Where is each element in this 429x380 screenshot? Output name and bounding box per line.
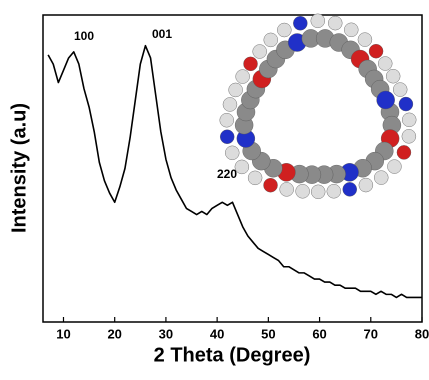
atom <box>387 160 401 174</box>
peak-label: 100 <box>74 29 94 43</box>
molecule-inset <box>220 14 417 199</box>
atom <box>402 113 416 127</box>
x-tick-label: 80 <box>415 326 429 341</box>
atom <box>223 97 237 111</box>
atom <box>277 23 291 37</box>
atom <box>248 171 262 185</box>
x-tick-label: 20 <box>107 326 121 341</box>
atom <box>397 145 411 159</box>
atom <box>225 146 239 160</box>
atom <box>220 130 234 144</box>
atom <box>220 113 234 127</box>
peak-label: 220 <box>217 167 237 181</box>
atom <box>359 178 373 192</box>
atom <box>253 45 267 59</box>
x-tick-label: 60 <box>312 326 326 341</box>
atom <box>393 83 407 97</box>
peak-label: 001 <box>152 27 172 41</box>
y-axis-title: Intensity (a.u) <box>8 103 30 233</box>
atom <box>311 14 325 28</box>
atom <box>264 33 278 47</box>
atom <box>402 129 416 143</box>
x-tick-label: 30 <box>159 326 173 341</box>
atom <box>327 184 341 198</box>
x-axis-title: 2 Theta (Degree) <box>154 344 311 366</box>
atom <box>369 44 383 58</box>
atom <box>244 57 258 71</box>
atom <box>343 182 357 196</box>
x-tick-label: 10 <box>56 326 70 341</box>
atom <box>374 171 388 185</box>
atom <box>296 184 310 198</box>
atom <box>311 185 325 199</box>
atom <box>236 70 250 84</box>
atom <box>344 23 358 37</box>
atom <box>328 16 342 30</box>
atom <box>386 69 400 83</box>
atom <box>399 97 413 111</box>
atom <box>264 178 278 192</box>
x-tick-label: 40 <box>210 326 224 341</box>
atom <box>377 91 395 109</box>
atom <box>293 16 307 30</box>
atom <box>229 83 243 97</box>
chart: 2 Theta (Degree) Intensity (a.u) 10 20 30 4… <box>0 0 429 380</box>
x-tick-label: 70 <box>364 326 378 341</box>
x-tick-label: 50 <box>261 326 275 341</box>
atom <box>358 33 372 47</box>
atom <box>280 182 294 196</box>
atom <box>378 57 392 71</box>
